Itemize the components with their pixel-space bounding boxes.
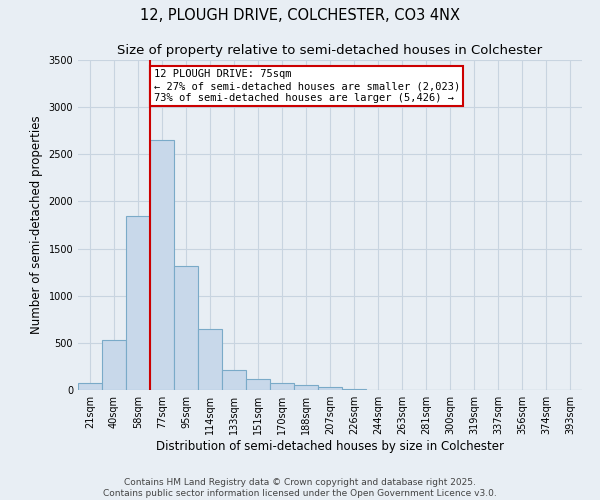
Bar bbox=[150, 140, 174, 390]
Bar bbox=[174, 266, 198, 390]
X-axis label: Distribution of semi-detached houses by size in Colchester: Distribution of semi-detached houses by … bbox=[156, 440, 504, 453]
Bar bbox=[126, 216, 150, 390]
Bar bbox=[78, 384, 102, 390]
Text: 12, PLOUGH DRIVE, COLCHESTER, CO3 4NX: 12, PLOUGH DRIVE, COLCHESTER, CO3 4NX bbox=[140, 8, 460, 22]
Bar bbox=[198, 328, 222, 390]
Text: Contains HM Land Registry data © Crown copyright and database right 2025.
Contai: Contains HM Land Registry data © Crown c… bbox=[103, 478, 497, 498]
Bar bbox=[270, 383, 294, 390]
Bar bbox=[294, 386, 318, 390]
Bar bbox=[222, 370, 246, 390]
Y-axis label: Number of semi-detached properties: Number of semi-detached properties bbox=[30, 116, 43, 334]
Bar bbox=[102, 340, 126, 390]
Bar bbox=[246, 379, 270, 390]
Title: Size of property relative to semi-detached houses in Colchester: Size of property relative to semi-detach… bbox=[118, 44, 542, 58]
Bar bbox=[318, 387, 342, 390]
Bar bbox=[342, 389, 366, 390]
Text: 12 PLOUGH DRIVE: 75sqm
← 27% of semi-detached houses are smaller (2,023)
73% of : 12 PLOUGH DRIVE: 75sqm ← 27% of semi-det… bbox=[154, 70, 460, 102]
